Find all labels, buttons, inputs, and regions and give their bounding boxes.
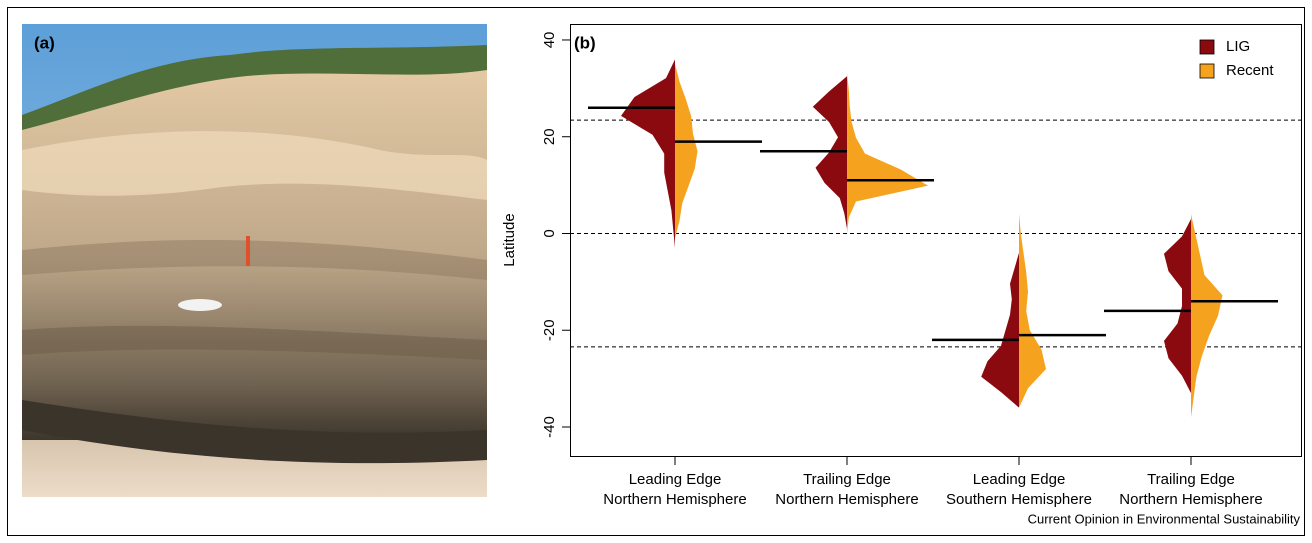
y-tick-label: 0 [541,229,558,237]
x-tick-label: Trailing Edge [803,471,891,488]
legend-swatch [1199,63,1215,79]
x-tick-label: Trailing Edge [1147,471,1235,488]
y-axis-label: Latitude [501,213,518,266]
violin-half [621,59,675,248]
x-tick-label: Leading Edge [629,471,722,488]
figure-frame [7,7,1305,536]
plot-frame [570,24,1302,457]
legend-label: Recent [1226,62,1274,79]
x-tick-label: Leading Edge [973,471,1066,488]
x-tick-label: Northern Hemisphere [1119,491,1262,508]
legend-label: LIG [1226,38,1250,55]
x-tick-label: Northern Hemisphere [603,491,746,508]
violin-half [1019,214,1046,408]
legend-swatch [1199,39,1215,55]
y-tick-label: 20 [541,128,558,145]
violin-half [675,64,698,239]
caption: Current Opinion in Environmental Sustain… [1028,511,1301,526]
violin-half [1164,218,1191,394]
panel-label: (b) [574,33,596,52]
y-tick-label: -20 [541,319,558,341]
violin-half [1191,214,1223,418]
y-tick-label: 40 [541,32,558,49]
violin-half [981,252,1019,408]
panel-label: (a) [34,33,55,52]
photo [22,24,487,497]
plot: -40 -20 0 20 40 Leading Edge Northern Hemisphe… [541,32,1302,508]
y-tick-label: -40 [541,416,558,438]
x-tick-label: Northern Hemisphere [775,491,918,508]
x-tick-label: Southern Hemisphere [946,491,1092,508]
violin-half [847,73,928,234]
